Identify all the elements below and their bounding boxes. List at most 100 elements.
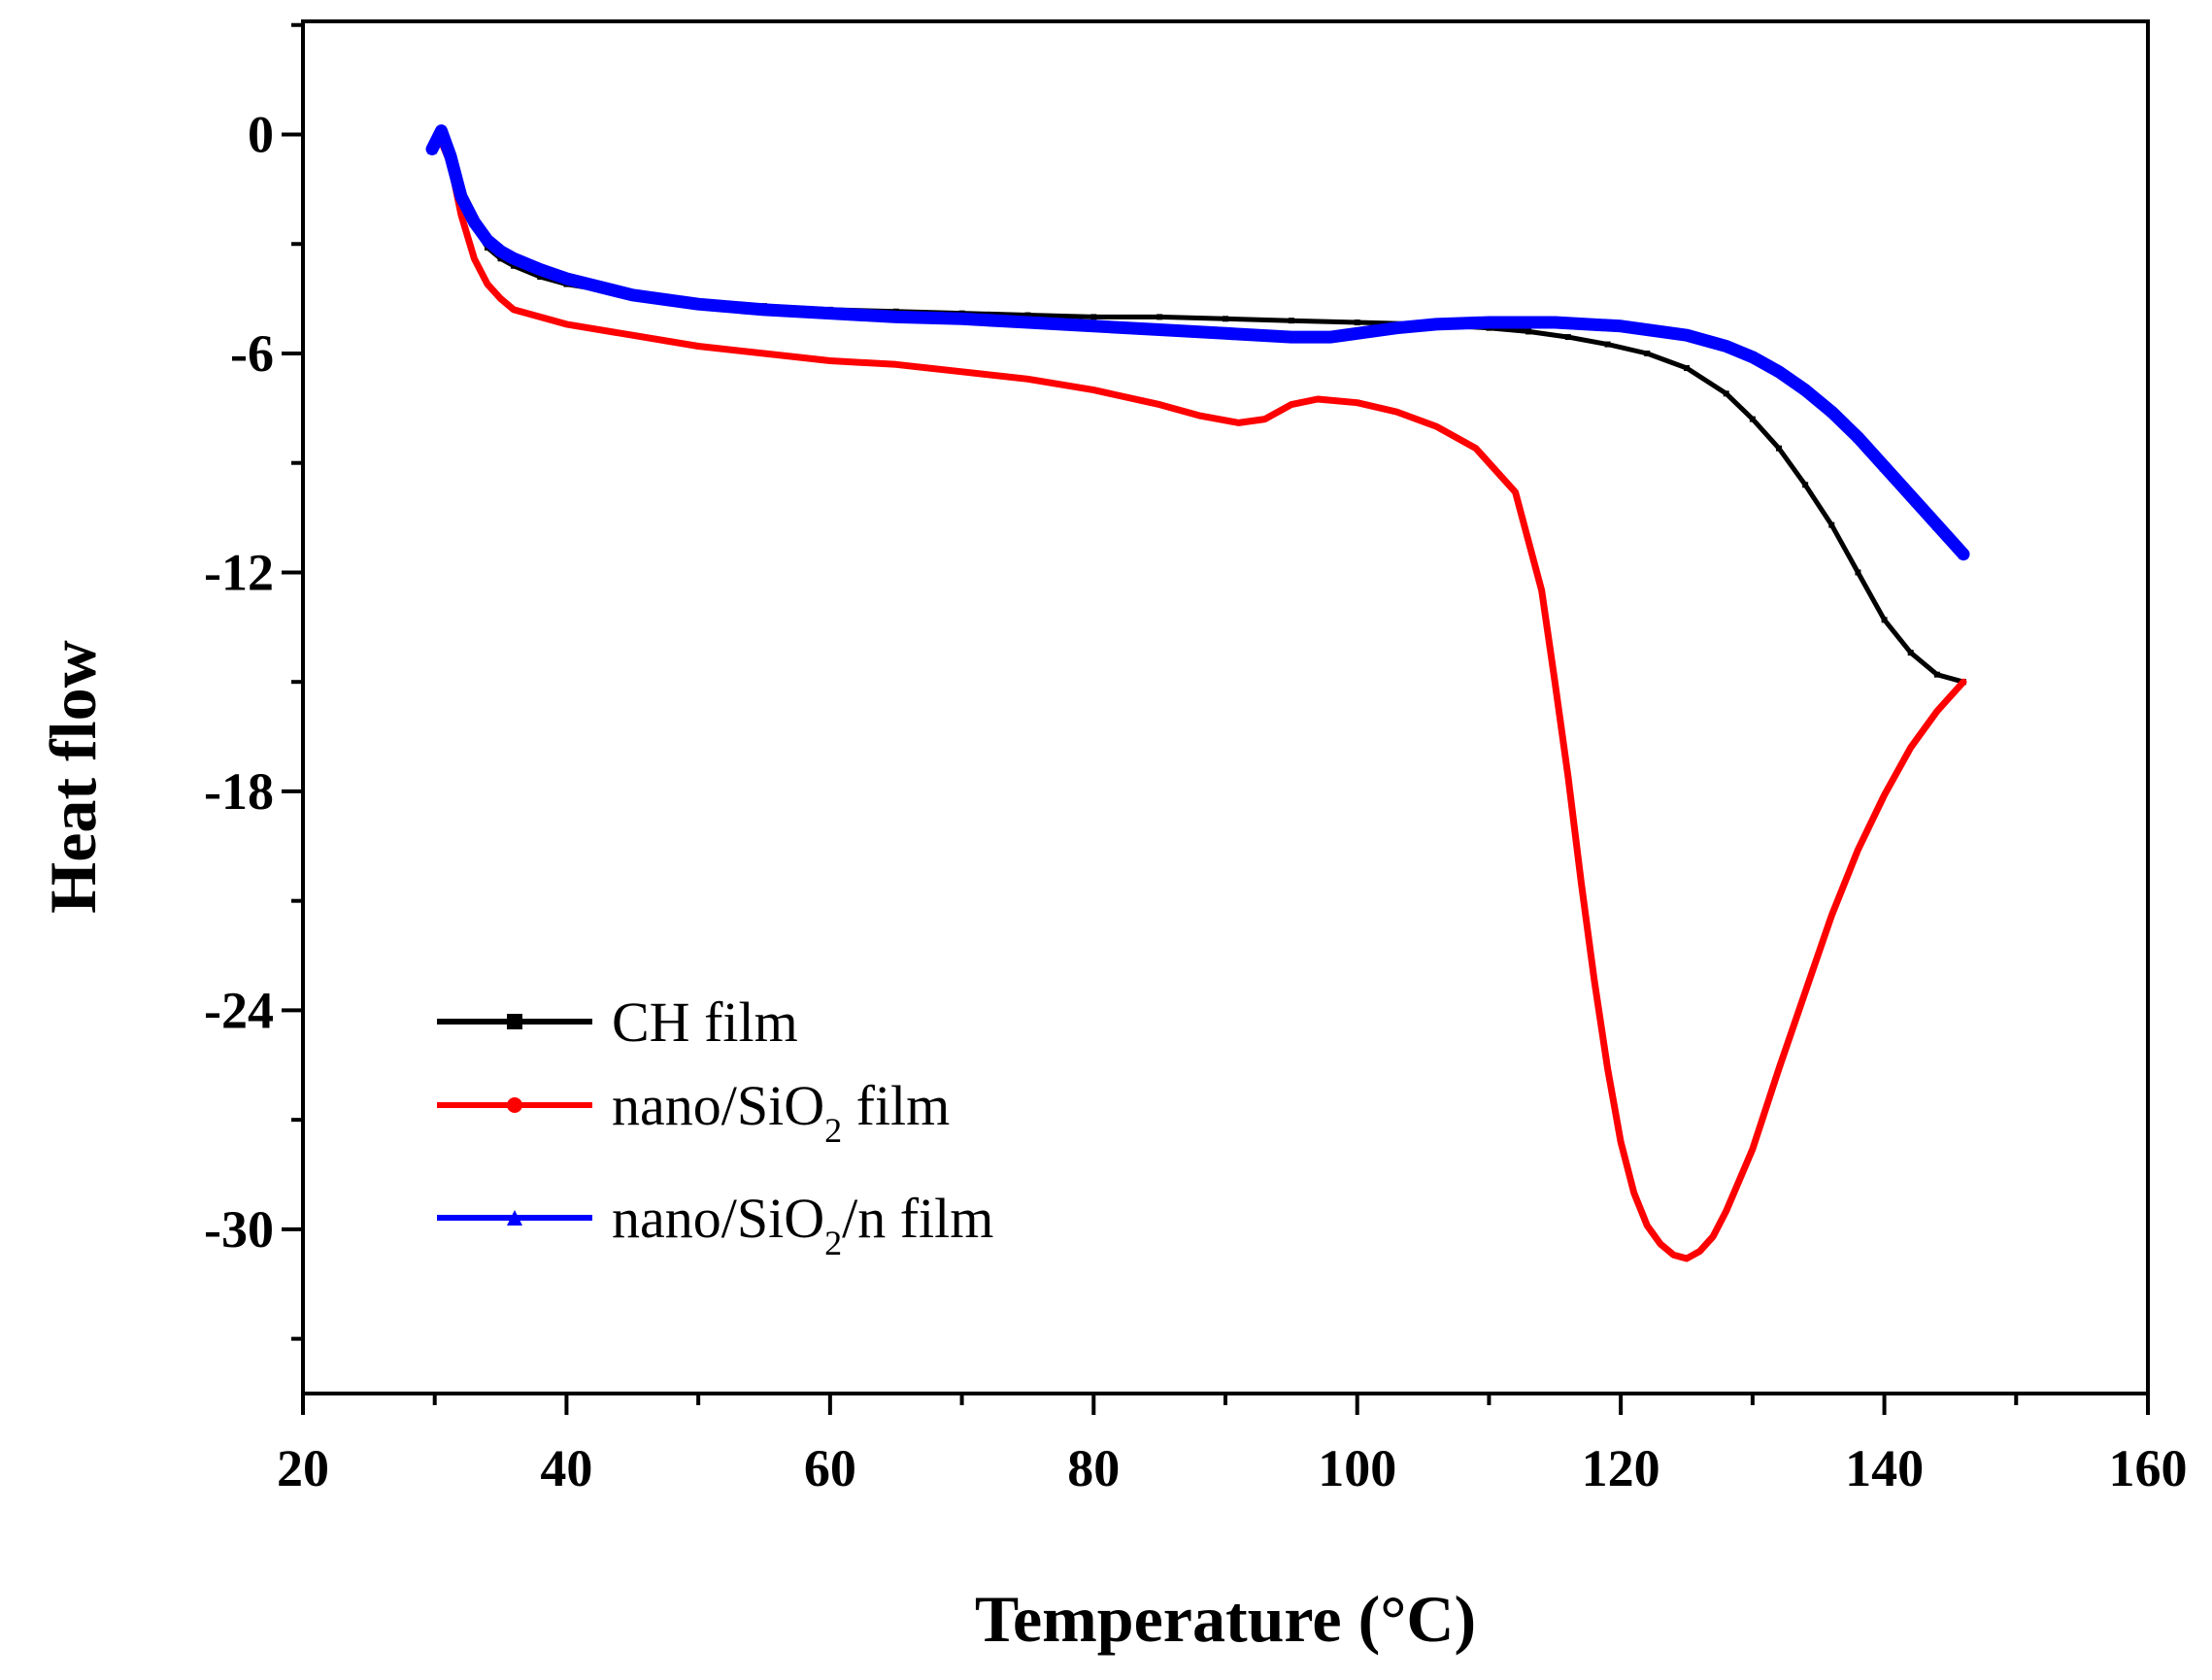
x-tick-label: 100 bbox=[1318, 1439, 1396, 1497]
data-point bbox=[1393, 409, 1400, 416]
data-point bbox=[1472, 445, 1479, 452]
legend-text-part: nano/SiO bbox=[612, 1187, 824, 1250]
x-tick-label: 140 bbox=[1845, 1439, 1924, 1497]
data-point bbox=[537, 274, 544, 281]
data-point bbox=[1696, 1248, 1703, 1255]
data-point bbox=[1853, 432, 1863, 443]
data-point bbox=[497, 295, 504, 302]
legend-item: nano/SiO2/n film bbox=[437, 1187, 993, 1262]
data-point bbox=[1235, 420, 1242, 426]
data-point bbox=[1024, 312, 1031, 319]
data-point bbox=[759, 304, 769, 315]
data-point bbox=[469, 217, 480, 227]
data-point bbox=[1618, 1138, 1625, 1145]
data-point bbox=[958, 368, 965, 375]
legend-marker bbox=[507, 1097, 522, 1113]
legend-label: nano/SiO2 film bbox=[612, 1074, 950, 1150]
data-point bbox=[1931, 520, 1942, 530]
data-point bbox=[511, 306, 518, 313]
x-tick-label: 80 bbox=[1067, 1439, 1120, 1497]
data-point bbox=[1644, 1223, 1651, 1229]
data-point bbox=[627, 289, 638, 300]
data-point bbox=[1684, 1255, 1690, 1261]
data-point bbox=[1682, 330, 1692, 341]
data-point bbox=[1552, 679, 1558, 686]
data-point bbox=[892, 361, 899, 368]
data-point bbox=[1090, 386, 1097, 393]
data-point bbox=[1433, 423, 1440, 430]
legend-label: nano/SiO2/n film bbox=[612, 1187, 993, 1262]
data-point bbox=[1881, 791, 1888, 798]
data-point bbox=[1907, 650, 1914, 656]
data-point bbox=[471, 255, 478, 262]
y-tick-label: -6 bbox=[230, 324, 274, 383]
data-point bbox=[1155, 324, 1165, 335]
data-point bbox=[1156, 314, 1163, 320]
data-point bbox=[1223, 316, 1228, 322]
data-point bbox=[1325, 332, 1336, 343]
data-point bbox=[1657, 1240, 1663, 1247]
data-point bbox=[1933, 708, 1940, 715]
data-point bbox=[1592, 978, 1597, 985]
data-point bbox=[1855, 569, 1861, 576]
data-point bbox=[1354, 319, 1360, 326]
data-point bbox=[1484, 318, 1494, 328]
legend-text-part: nano/SiO bbox=[612, 1074, 824, 1137]
legend-item: CH film bbox=[437, 991, 798, 1054]
y-tick-label: -12 bbox=[204, 543, 274, 601]
data-point bbox=[1578, 879, 1585, 886]
x-tick-label: 120 bbox=[1582, 1439, 1660, 1497]
data-point bbox=[1512, 488, 1519, 495]
y-tick-label: -24 bbox=[204, 981, 274, 1039]
data-point bbox=[1959, 549, 1968, 559]
y-axis-ticks: 0 -6 -12 -18 -24 -30 bbox=[204, 22, 303, 1341]
data-point bbox=[1827, 407, 1837, 418]
y-tick-label: -30 bbox=[204, 1200, 274, 1259]
data-point bbox=[1616, 320, 1626, 331]
legend-marker bbox=[507, 1014, 522, 1029]
data-point bbox=[824, 308, 835, 319]
data-point bbox=[1604, 1065, 1611, 1072]
data-point bbox=[826, 357, 833, 364]
data-point bbox=[511, 262, 518, 269]
data-point bbox=[761, 350, 767, 356]
y-axis-title: Heat flow bbox=[36, 640, 110, 913]
legend-marker bbox=[507, 1210, 522, 1226]
data-point bbox=[1156, 401, 1163, 408]
x-tick-label: 20 bbox=[277, 1439, 329, 1497]
data-point bbox=[1288, 401, 1294, 408]
data-point bbox=[1261, 416, 1268, 422]
legend-text-part: CH film bbox=[612, 991, 798, 1054]
data-point bbox=[1564, 773, 1571, 780]
data-point bbox=[1933, 671, 1940, 678]
data-point bbox=[695, 343, 702, 350]
data-point bbox=[1670, 1252, 1677, 1259]
data-point bbox=[1644, 350, 1651, 356]
data-point bbox=[495, 246, 506, 256]
data-point bbox=[485, 281, 490, 287]
data-point bbox=[446, 151, 455, 162]
legend-subscript: 2 bbox=[824, 1224, 842, 1262]
data-point bbox=[1684, 365, 1690, 372]
data-point bbox=[1604, 341, 1611, 348]
data-point bbox=[1431, 319, 1442, 329]
data-point bbox=[956, 314, 967, 324]
data-point bbox=[890, 312, 901, 322]
data-point bbox=[1721, 341, 1731, 352]
data-point bbox=[1550, 318, 1560, 328]
series-2 bbox=[428, 138, 1967, 1262]
legend-subscript: 2 bbox=[824, 1111, 842, 1150]
data-point bbox=[1747, 352, 1758, 362]
data-point bbox=[1315, 395, 1321, 402]
data-point bbox=[1288, 318, 1294, 324]
data-point bbox=[1022, 318, 1033, 328]
data-point bbox=[1905, 490, 1916, 501]
x-tick-label: 40 bbox=[540, 1439, 592, 1497]
data-point bbox=[1800, 385, 1811, 395]
data-point bbox=[457, 212, 464, 218]
x-tick-label: 60 bbox=[804, 1439, 856, 1497]
data-point bbox=[1828, 912, 1835, 919]
data-point bbox=[1907, 744, 1914, 751]
series-3 bbox=[425, 124, 1970, 561]
